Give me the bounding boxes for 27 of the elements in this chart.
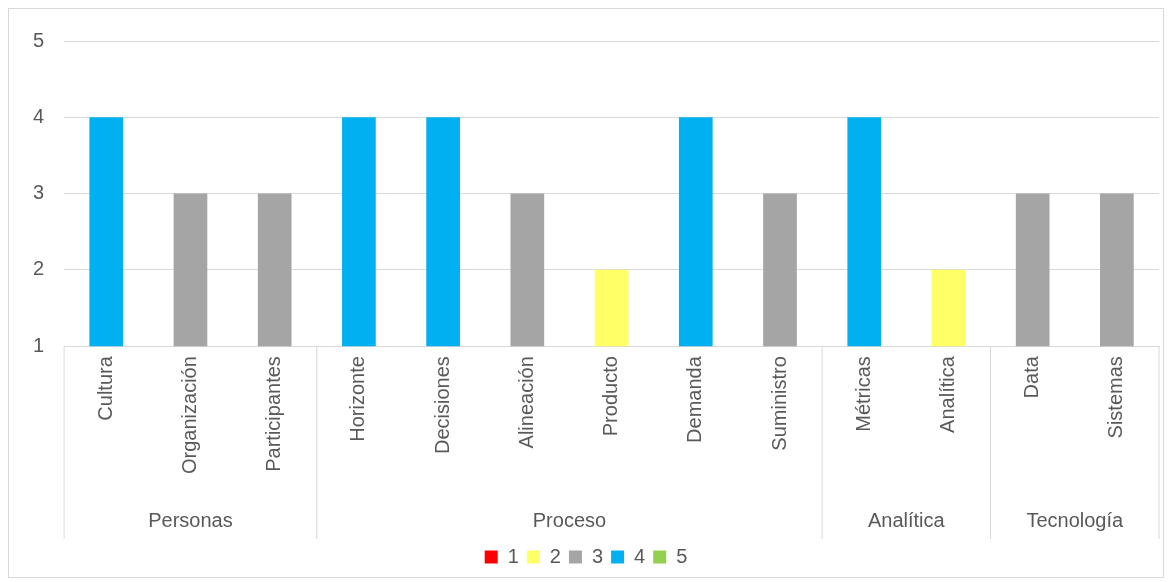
x-tick-label: Alineación xyxy=(514,356,537,449)
text: Proceso xyxy=(532,508,607,531)
y-tick-label: 5 xyxy=(33,28,45,51)
legend-label: 2 xyxy=(549,544,561,567)
legend-label: 3 xyxy=(591,544,604,567)
x-tick-label: Decisiones xyxy=(430,356,453,454)
legend-label: 4 xyxy=(634,544,646,567)
x-tick-label: Participantes xyxy=(262,356,285,472)
x-tick-label: Analítica xyxy=(935,355,958,433)
y-tick-label: 3 xyxy=(33,181,45,204)
legend-label: 1 xyxy=(507,544,519,567)
x-tick-label: Cultura xyxy=(93,355,116,421)
x-tick-label: Suministro xyxy=(767,356,790,451)
x-tick-label: Demanda xyxy=(683,355,706,443)
x-tick-label: Sistemas xyxy=(1104,356,1127,439)
x-tick-label: Horizonte xyxy=(346,356,369,442)
text: Personas xyxy=(148,508,233,531)
x-tick-label: Organización xyxy=(177,356,200,474)
y-tick-label: 2 xyxy=(33,257,45,280)
text: Tecnología xyxy=(1026,508,1125,531)
y-tick-label: 1 xyxy=(33,333,45,356)
x-tick-label: Producto xyxy=(599,356,622,437)
x-tick-label: Métricas xyxy=(851,356,874,432)
text: Analítica xyxy=(867,508,946,531)
legend-label: 5 xyxy=(676,544,688,567)
y-tick-label: 4 xyxy=(33,104,45,127)
x-tick-label: Data xyxy=(1020,355,1043,399)
